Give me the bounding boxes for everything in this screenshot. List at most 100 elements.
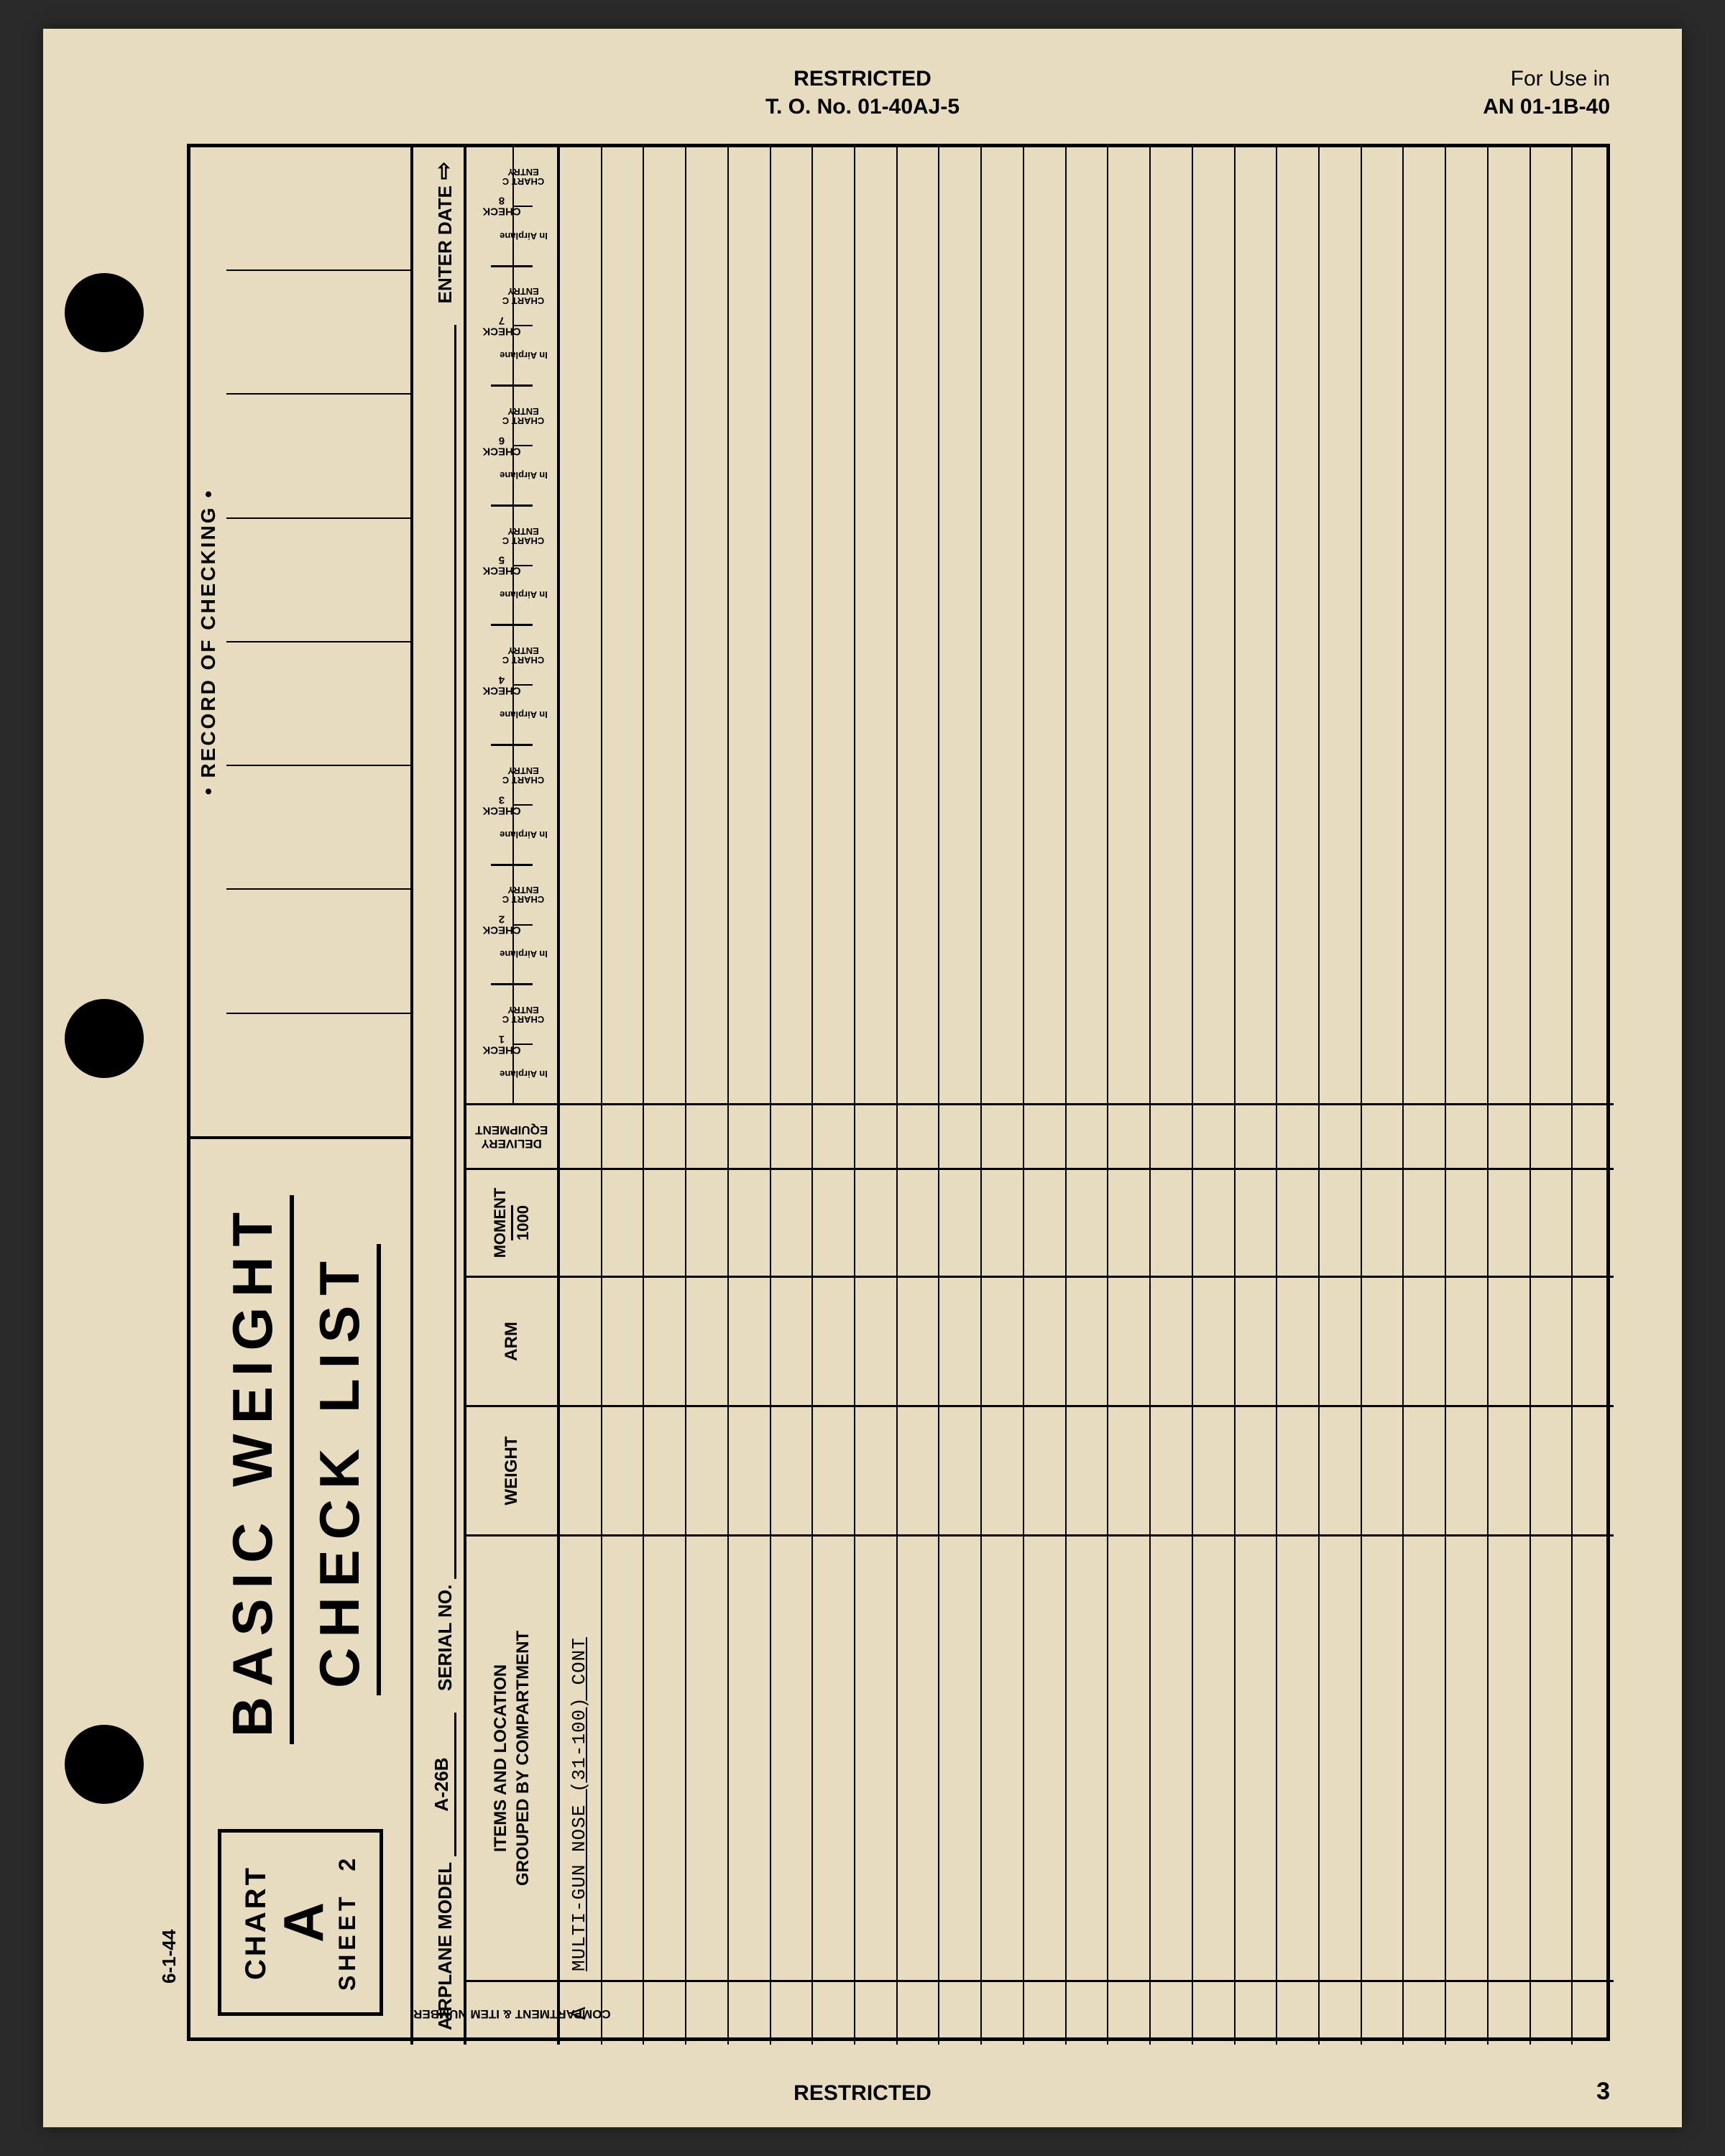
cell[interactable] <box>1277 1980 1318 2045</box>
cell[interactable] <box>939 1534 980 1980</box>
cell[interactable] <box>1193 1980 1234 2045</box>
cell[interactable] <box>1404 1103 1445 1168</box>
cell[interactable] <box>855 1405 896 1534</box>
cell[interactable] <box>1193 1168 1234 1276</box>
cell[interactable] <box>1067 1168 1108 1276</box>
cell[interactable] <box>1573 1103 1614 1168</box>
cell[interactable] <box>1193 1276 1234 1405</box>
cell[interactable] <box>644 1534 685 1980</box>
items-cell[interactable]: MULTI-GUN NOSE (31-100) CONT <box>560 1534 601 1980</box>
cell[interactable] <box>1067 1276 1108 1405</box>
cell[interactable] <box>1277 1168 1318 1276</box>
cell[interactable] <box>1362 1276 1403 1405</box>
cell[interactable] <box>1236 1534 1276 1980</box>
cell[interactable] <box>686 1276 727 1405</box>
cell[interactable] <box>1236 1168 1276 1276</box>
cell[interactable] <box>939 1405 980 1534</box>
cell[interactable] <box>1362 1168 1403 1276</box>
cell[interactable] <box>1446 1168 1487 1276</box>
cell[interactable] <box>813 1534 854 1980</box>
record-date-col[interactable] <box>226 765 410 888</box>
cell[interactable] <box>898 1168 939 1276</box>
cell[interactable] <box>644 1980 685 2045</box>
cell[interactable] <box>602 1534 643 1980</box>
cell[interactable] <box>1404 1534 1445 1980</box>
cell[interactable] <box>771 1276 812 1405</box>
cell[interactable] <box>1067 1103 1108 1168</box>
cell[interactable] <box>1362 1103 1403 1168</box>
cell[interactable] <box>1320 1405 1361 1534</box>
cell[interactable] <box>686 1103 727 1168</box>
cell[interactable] <box>982 1980 1023 2045</box>
cell[interactable] <box>644 1168 685 1276</box>
record-date-col[interactable] <box>226 270 410 393</box>
cell[interactable] <box>729 1103 770 1168</box>
cell[interactable] <box>729 1980 770 2045</box>
cell[interactable] <box>1067 1980 1108 2045</box>
cell[interactable] <box>644 1405 685 1534</box>
cell[interactable] <box>1277 1405 1318 1534</box>
cell[interactable] <box>602 1276 643 1405</box>
cell[interactable] <box>1573 1405 1614 1534</box>
cell[interactable] <box>898 1405 939 1534</box>
cell[interactable] <box>686 1980 727 2045</box>
cell[interactable] <box>1108 1980 1149 2045</box>
cell[interactable] <box>813 1980 854 2045</box>
cell[interactable] <box>1404 1276 1445 1405</box>
cell[interactable] <box>982 1405 1023 1534</box>
cell[interactable] <box>939 1276 980 1405</box>
record-date-col[interactable] <box>226 394 410 517</box>
cell[interactable] <box>729 1168 770 1276</box>
cell[interactable] <box>898 1534 939 1980</box>
cell[interactable] <box>1320 1103 1361 1168</box>
cell[interactable] <box>1024 1405 1065 1534</box>
cell[interactable] <box>1320 1534 1361 1980</box>
cell[interactable] <box>1108 1405 1149 1534</box>
cell[interactable] <box>1277 1276 1318 1405</box>
cell[interactable] <box>1531 1276 1572 1405</box>
cell[interactable] <box>1446 1980 1487 2045</box>
cell[interactable] <box>1362 1980 1403 2045</box>
cell[interactable] <box>1362 1534 1403 1980</box>
cell[interactable] <box>1446 1276 1487 1405</box>
cell[interactable] <box>602 1103 643 1168</box>
cell[interactable] <box>1151 1276 1192 1405</box>
cell[interactable] <box>939 1103 980 1168</box>
cell[interactable] <box>1108 1534 1149 1980</box>
cell[interactable] <box>1573 1168 1614 1276</box>
cell[interactable] <box>644 1276 685 1405</box>
cell[interactable] <box>898 1276 939 1405</box>
cell[interactable] <box>1446 1103 1487 1168</box>
cell[interactable] <box>1067 1405 1108 1534</box>
cell[interactable] <box>1489 1980 1530 2045</box>
cell[interactable] <box>1193 1405 1234 1534</box>
cell[interactable] <box>813 1168 854 1276</box>
cell[interactable] <box>729 1276 770 1405</box>
cell[interactable] <box>982 1534 1023 1980</box>
cell[interactable] <box>1531 1405 1572 1534</box>
cell[interactable] <box>1573 1276 1614 1405</box>
cell[interactable] <box>1489 1168 1530 1276</box>
cell[interactable] <box>1489 1534 1530 1980</box>
cell[interactable] <box>644 1103 685 1168</box>
cell[interactable] <box>560 1168 601 1276</box>
cell[interactable] <box>1024 1103 1065 1168</box>
cell[interactable] <box>898 1103 939 1168</box>
cell[interactable] <box>1531 1168 1572 1276</box>
cell[interactable] <box>813 1103 854 1168</box>
cell[interactable] <box>1320 1276 1361 1405</box>
cell[interactable] <box>1108 1168 1149 1276</box>
serial-value[interactable] <box>454 325 456 1578</box>
cell[interactable] <box>1277 1534 1318 1980</box>
cell[interactable] <box>1320 1980 1361 2045</box>
cell[interactable] <box>1573 1534 1614 1980</box>
cell[interactable] <box>729 1534 770 1980</box>
cell[interactable] <box>855 1276 896 1405</box>
cell[interactable] <box>771 1168 812 1276</box>
cell[interactable] <box>1024 1276 1065 1405</box>
cell[interactable] <box>813 1405 854 1534</box>
cell[interactable] <box>939 1980 980 2045</box>
cell[interactable] <box>939 1168 980 1276</box>
cell[interactable] <box>1024 1534 1065 1980</box>
cell[interactable] <box>1067 1534 1108 1980</box>
